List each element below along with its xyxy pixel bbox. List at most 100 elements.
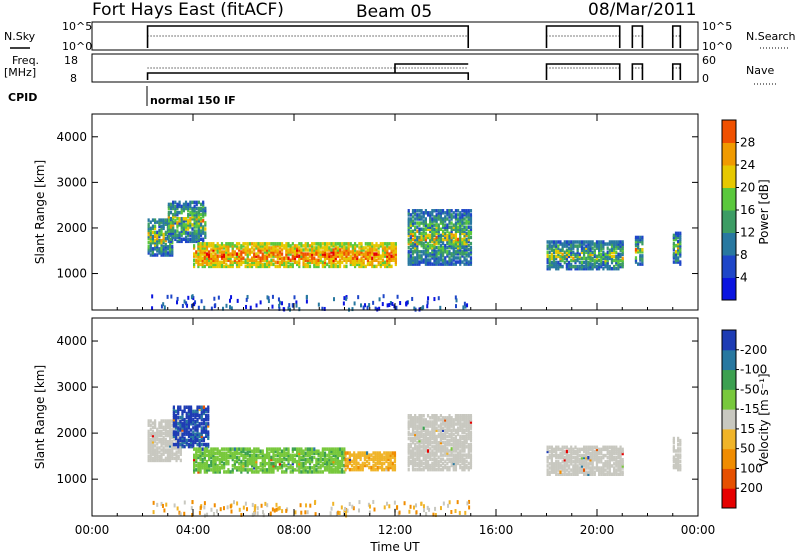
freq-trace: [547, 64, 620, 80]
velocity-cell: [207, 414, 209, 418]
power-cell: [322, 242, 324, 246]
power-cell: [562, 265, 564, 269]
velocity-cell: [555, 460, 557, 464]
velocity-cell: [335, 466, 337, 470]
power-cell: [236, 261, 238, 265]
power-cell: [298, 242, 300, 246]
power-cell: [238, 246, 240, 250]
velocity-cell: [180, 459, 182, 463]
power-cell: [410, 254, 412, 257]
velocity-cell: [192, 430, 194, 434]
power-cell: [423, 219, 425, 223]
y-tick-label: 2000: [56, 221, 87, 235]
power-cell: [600, 240, 602, 244]
velocity-cell: [201, 426, 203, 430]
power-cell: [178, 201, 180, 205]
velocity-cell: [607, 446, 609, 450]
power-cell: [639, 262, 641, 266]
power-cell: [206, 252, 208, 256]
velocity-cell: [333, 447, 335, 451]
power-cell: [373, 244, 375, 248]
power-cell: [549, 251, 551, 255]
power-cell: [468, 225, 470, 229]
power-cell: [181, 205, 183, 209]
velocity-cell: [264, 468, 266, 472]
velocity-cell: [238, 466, 240, 470]
power-cell: [352, 256, 354, 260]
velocity-cell: [167, 448, 169, 452]
velocity-cell: [214, 503, 216, 507]
velocity-cell: [156, 428, 158, 432]
power-cell: [411, 297, 413, 301]
power-cell: [305, 242, 307, 246]
power-cell: [373, 265, 375, 269]
velocity-cell: [249, 468, 251, 472]
velocity-cell: [165, 419, 167, 423]
power-cell: [613, 265, 615, 269]
power-cell: [256, 303, 258, 307]
velocity-cell: [587, 456, 589, 460]
velocity-cell: [459, 511, 461, 515]
power-cell: [322, 250, 324, 254]
velocity-cell: [438, 455, 440, 459]
power-cell: [439, 306, 441, 310]
power-cell: [225, 263, 227, 267]
velocity-cell: [160, 438, 162, 442]
velocity-cell: [423, 462, 425, 466]
power-cell: [296, 261, 298, 265]
velocity-cell: [163, 426, 165, 430]
power-cell: [431, 244, 433, 248]
power-cell: [679, 260, 681, 264]
power-cell: [234, 250, 236, 254]
velocity-cell: [184, 405, 186, 409]
power-cell: [583, 246, 585, 250]
velocity-cell: [457, 439, 459, 443]
velocity-cell: [604, 472, 606, 476]
velocity-cell: [466, 414, 468, 418]
power-cell: [152, 235, 154, 239]
velocity-cell: [281, 509, 283, 513]
power-cell: [418, 209, 420, 213]
power-cell: [559, 240, 561, 244]
power-cell: [602, 261, 604, 265]
power-cell: [570, 240, 572, 244]
velocity-cell: [444, 416, 446, 420]
power-cell: [333, 248, 335, 252]
power-cell: [204, 231, 206, 235]
velocity-cell: [394, 451, 396, 455]
power-cell: [622, 257, 624, 261]
power-cell: [275, 242, 277, 246]
power-cell: [388, 252, 390, 256]
power-cell: [177, 297, 179, 301]
power-cell: [466, 219, 468, 223]
velocity-cell: [583, 446, 585, 450]
power-cell: [455, 221, 457, 225]
velocity-cell: [457, 414, 459, 418]
velocity-cell: [255, 454, 257, 458]
power-cell: [386, 242, 388, 246]
velocity-cell: [431, 441, 433, 445]
velocity-cell: [564, 446, 566, 450]
velocity-cell: [236, 456, 238, 460]
velocity-cell: [221, 447, 223, 451]
velocity-cell: [204, 462, 206, 466]
velocity-cell: [381, 453, 383, 457]
power-cell: [421, 250, 423, 254]
velocity-cell: [257, 470, 259, 474]
power-cell: [232, 261, 234, 265]
velocity-cell: [177, 426, 179, 430]
velocity-cell: [679, 464, 681, 468]
power-cell: [210, 248, 212, 252]
velocity-cell: [272, 462, 274, 466]
velocity-cell: [448, 439, 450, 443]
velocity-cell: [387, 451, 389, 455]
power-cell: [619, 253, 621, 257]
power-data: [148, 201, 682, 312]
velocity-cell: [427, 429, 429, 433]
velocity-cell: [570, 472, 572, 476]
power-cell: [171, 245, 173, 249]
cpid-value: normal 150 IF: [150, 94, 236, 107]
power-cell: [463, 262, 465, 266]
power-cell: [433, 209, 435, 213]
date-title: 08/Mar/2011: [588, 0, 696, 20]
